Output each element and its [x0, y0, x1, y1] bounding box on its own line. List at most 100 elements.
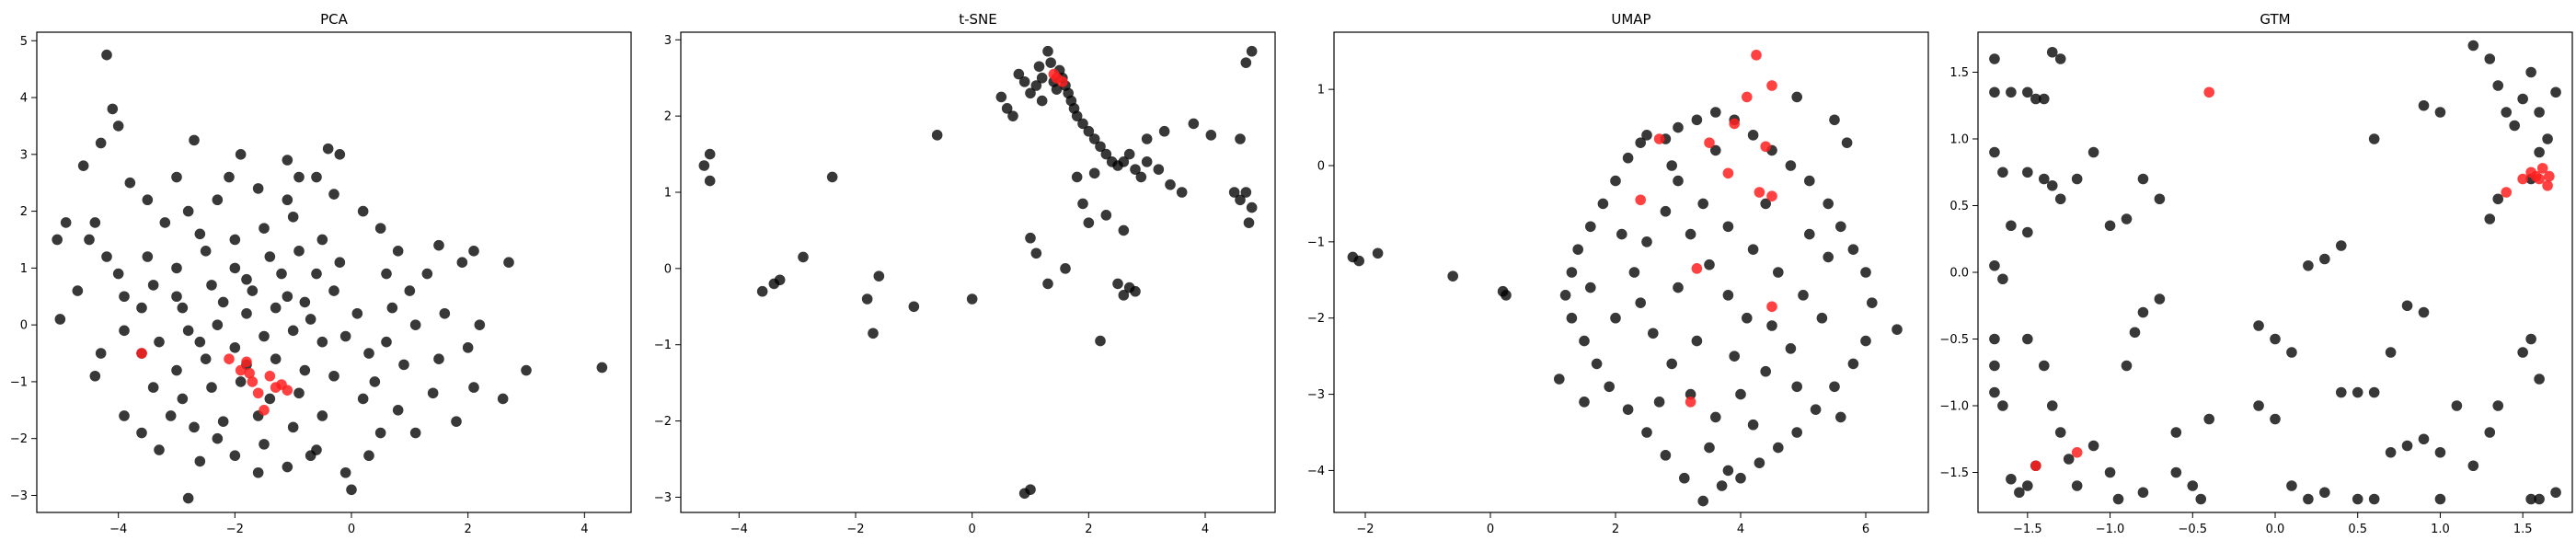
data-point: [1766, 301, 1777, 313]
data-point: [1653, 397, 1665, 408]
data-point: [299, 364, 311, 376]
data-point: [1773, 442, 1784, 454]
data-point: [182, 205, 194, 217]
data-point: [1722, 221, 1734, 233]
data-point: [1742, 91, 1753, 103]
data-point: [107, 103, 119, 115]
data-point: [1829, 114, 1840, 126]
data-point: [316, 336, 328, 348]
data-point: [276, 268, 287, 280]
data-point: [2319, 253, 2330, 265]
data-point: [1372, 247, 1384, 259]
data-point: [1835, 221, 1846, 233]
data-point: [2046, 400, 2058, 411]
data-point: [2195, 493, 2207, 505]
data-point: [119, 410, 130, 421]
data-point: [2071, 480, 2083, 491]
series-black: [1989, 40, 2561, 505]
data-point: [1048, 68, 1060, 80]
data-point: [1823, 251, 1834, 263]
x-tick-label: 1.0: [2431, 523, 2450, 536]
data-point: [241, 307, 252, 319]
data-point: [244, 367, 255, 379]
data-point: [1766, 80, 1777, 91]
data-point: [1112, 278, 1123, 290]
data-point: [1666, 160, 1677, 171]
data-point: [2154, 293, 2166, 305]
data-point: [2022, 480, 2033, 491]
data-point: [2401, 440, 2413, 452]
data-point: [52, 234, 63, 246]
data-point: [381, 336, 392, 348]
points-layer: [1347, 50, 1903, 507]
data-point: [2335, 240, 2347, 251]
data-point: [287, 421, 299, 433]
data-point: [1704, 259, 1715, 270]
y-tick-label: 5: [20, 35, 28, 49]
data-point: [1628, 267, 1640, 278]
data-point: [328, 189, 339, 200]
y-tick-label: 3: [664, 34, 672, 48]
data-point: [1816, 312, 1828, 324]
y-tick-label: 4: [20, 92, 28, 106]
data-point: [1785, 160, 1797, 171]
y-tick-label: −2: [654, 415, 672, 429]
data-point: [200, 353, 212, 365]
data-point: [159, 217, 171, 228]
x-tick-label: 0.0: [2266, 523, 2285, 536]
data-point: [89, 370, 101, 382]
data-point: [1867, 297, 1878, 308]
y-tick-label: 0: [1317, 160, 1325, 174]
data-point: [1679, 472, 1690, 484]
x-tick-label: −2: [1356, 523, 1374, 536]
data-point: [1641, 130, 1652, 141]
data-point: [1501, 290, 1512, 301]
data-point: [2154, 193, 2166, 205]
y-tick-label: 1: [20, 262, 28, 276]
y-tick-label: −1: [1307, 236, 1325, 249]
data-point: [89, 217, 101, 228]
data-point: [2170, 466, 2182, 478]
data-point: [1135, 171, 1147, 183]
data-point: [2434, 107, 2446, 118]
data-point: [241, 356, 252, 368]
data-point: [1989, 386, 2000, 398]
data-point: [1673, 121, 1684, 133]
data-point: [2536, 163, 2548, 174]
y-tick-label: −3: [10, 489, 28, 503]
y-tick-label: −2: [1307, 312, 1325, 326]
chart-panel: PCA −4 −2 0 2 4 −3 −2 −1 0 1 2 3 4 5: [10, 11, 632, 536]
data-point: [1829, 381, 1840, 393]
data-point: [235, 364, 247, 376]
data-point: [433, 353, 444, 365]
x-tick-label: 0: [969, 523, 976, 536]
data-point: [1591, 358, 1603, 370]
data-point: [2484, 53, 2496, 64]
data-point: [1716, 480, 1728, 491]
data-point: [2087, 146, 2099, 158]
data-point: [1997, 167, 2008, 178]
data-point: [1653, 133, 1665, 144]
data-point: [1673, 282, 1684, 293]
data-point: [1243, 217, 1255, 228]
data-point: [1735, 472, 1746, 484]
data-point: [698, 160, 710, 171]
data-point: [2542, 133, 2553, 144]
data-point: [1123, 148, 1135, 160]
series-red: [136, 348, 293, 416]
data-point: [1841, 137, 1853, 148]
data-point: [119, 291, 130, 303]
data-point: [392, 246, 404, 257]
data-point: [1754, 187, 1765, 198]
data-point: [2006, 86, 2017, 98]
data-point: [1071, 110, 1083, 121]
data-point: [299, 296, 311, 308]
data-point: [404, 285, 416, 296]
data-point: [381, 268, 392, 280]
x-tick-label: 2: [1085, 523, 1092, 536]
y-tick-label: 1: [664, 187, 672, 201]
data-point: [1007, 110, 1018, 121]
data-point: [966, 293, 978, 305]
data-point: [1704, 137, 1715, 148]
